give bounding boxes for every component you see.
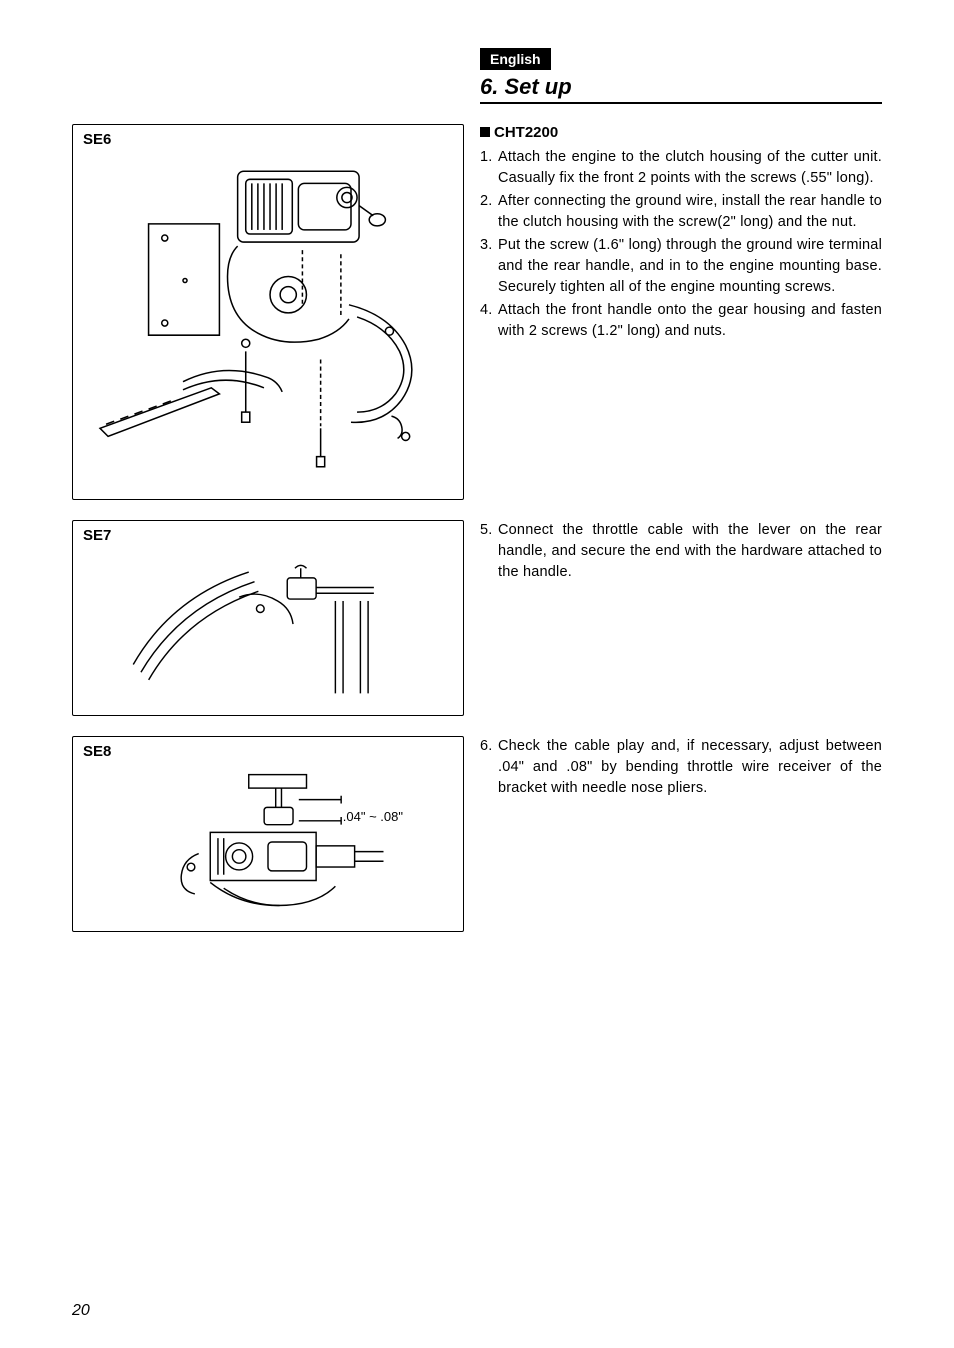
row-se7: SE7 — [72, 520, 882, 716]
step-num: 6. — [480, 736, 498, 799]
figure-se6: SE6 — [72, 124, 464, 500]
step-text: Attach the front handle onto the gear ho… — [498, 300, 882, 342]
step-text: Attach the engine to the clutch housing … — [498, 147, 882, 189]
step-num: 4. — [480, 300, 498, 342]
steps-1-4: 1.Attach the engine to the clutch housin… — [480, 147, 882, 342]
step-text: Connect the throttle cable with the leve… — [498, 520, 882, 583]
model-name: CHT2200 — [494, 124, 558, 141]
steps-6: 6.Check the cable play and, if necessary… — [480, 736, 882, 799]
figure-se8: SE8 .04" ~ .08" — [72, 736, 464, 932]
row-se8: SE8 .04" ~ .08" — [72, 736, 882, 932]
step-2: 2.After connecting the ground wire, inst… — [480, 191, 882, 233]
page-number: 20 — [72, 1302, 90, 1320]
language-badge: English — [480, 48, 551, 70]
step-num: 2. — [480, 191, 498, 233]
section-title: 6. Set up — [480, 74, 882, 104]
steps-5: 5.Connect the throttle cable with the le… — [480, 520, 882, 583]
figure-label-se8: SE8 — [83, 743, 111, 760]
diagram-se7 — [85, 549, 451, 703]
header-row: English 6. Set up — [72, 48, 882, 116]
step-num: 5. — [480, 520, 498, 583]
step-1: 1.Attach the engine to the clutch housin… — [480, 147, 882, 189]
diagram-se8 — [85, 765, 451, 919]
step-text: After connecting the ground wire, instal… — [498, 191, 882, 233]
step-text: Check the cable play and, if necessary, … — [498, 736, 882, 799]
diagram-se6 — [85, 153, 451, 487]
figure-se7: SE7 — [72, 520, 464, 716]
step-num: 1. — [480, 147, 498, 189]
step-3: 3.Put the screw (1.6" long) through the … — [480, 235, 882, 298]
step-5: 5.Connect the throttle cable with the le… — [480, 520, 882, 583]
figure-label-se7: SE7 — [83, 527, 111, 544]
model-heading: CHT2200 — [480, 124, 882, 141]
figure-label-se6: SE6 — [83, 131, 111, 148]
square-bullet-icon — [480, 127, 490, 137]
step-6: 6.Check the cable play and, if necessary… — [480, 736, 882, 799]
row-se6: SE6 — [72, 124, 882, 500]
step-4: 4.Attach the front handle onto the gear … — [480, 300, 882, 342]
step-text: Put the screw (1.6" long) through the gr… — [498, 235, 882, 298]
step-num: 3. — [480, 235, 498, 298]
